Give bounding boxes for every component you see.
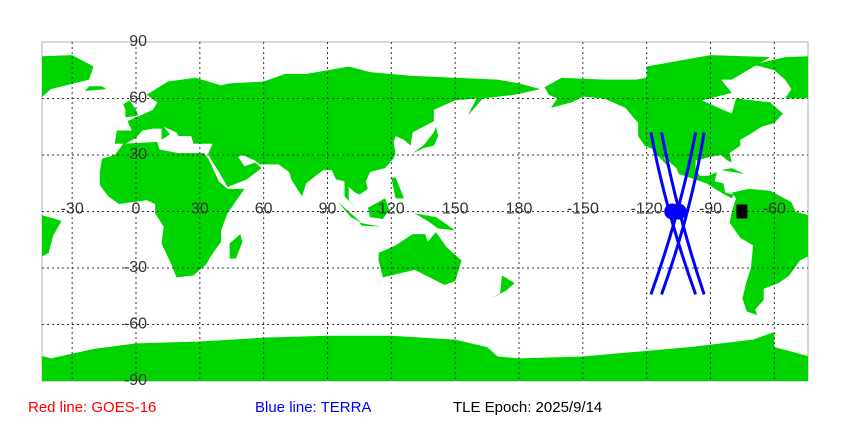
south-america <box>42 215 62 257</box>
longitude-label: 60 <box>255 201 273 218</box>
latitude-label: 30 <box>129 146 147 163</box>
greenland <box>42 55 94 97</box>
sumatra <box>338 202 362 223</box>
new-zealand <box>491 275 515 299</box>
longitude-label: 30 <box>191 201 209 218</box>
latitude-label: 60 <box>129 90 147 107</box>
australia <box>378 232 462 285</box>
longitude-label: 120 <box>378 201 405 218</box>
longitude-label: -120 <box>631 201 663 218</box>
longitude-label: -60 <box>763 201 786 218</box>
antarctica <box>519 332 808 381</box>
madagascar <box>229 234 243 259</box>
java <box>359 222 381 227</box>
latitude-label: -90 <box>124 372 147 389</box>
south-america <box>729 188 808 316</box>
goes-16-position-marker <box>736 204 748 219</box>
antarctica <box>42 335 519 381</box>
longitude-label: -90 <box>699 201 722 218</box>
new-guinea <box>414 213 456 231</box>
longitude-label: 0 <box>132 201 141 218</box>
great-britain <box>123 100 139 118</box>
africa <box>99 141 245 278</box>
philippines <box>391 177 405 199</box>
longitude-label: -30 <box>61 201 84 218</box>
canadian-archipelago <box>0 55 4 79</box>
longitude-label: 180 <box>506 201 533 218</box>
graticule <box>42 42 808 381</box>
longitude-label: -150 <box>567 201 599 218</box>
iceland <box>84 86 107 91</box>
north-america <box>0 74 17 198</box>
borneo <box>367 198 390 220</box>
cuba <box>721 168 745 174</box>
tle-epoch: TLE Epoch: 2025/9/14 <box>453 399 603 416</box>
latitude-label: 90 <box>129 33 147 50</box>
latitude-label: -30 <box>124 259 147 276</box>
longitude-label: 150 <box>442 201 469 218</box>
legend-goes-16: Red line: GOES-16 <box>28 399 157 416</box>
canadian-archipelago <box>646 55 771 80</box>
terra-track-line <box>660 132 706 295</box>
legend-terra: Blue line: TERRA <box>255 399 372 416</box>
greenland <box>753 56 808 99</box>
latitude-label: -60 <box>124 316 147 333</box>
japan <box>412 126 439 154</box>
terra-position-marker <box>670 203 687 220</box>
axis-labels: -30 0 30 60 90 120 150 180 -150 -120 -90 -60 90 60 30 -… <box>61 33 786 389</box>
longitude-label: 90 <box>319 201 337 218</box>
terra-ground-track <box>649 132 748 295</box>
